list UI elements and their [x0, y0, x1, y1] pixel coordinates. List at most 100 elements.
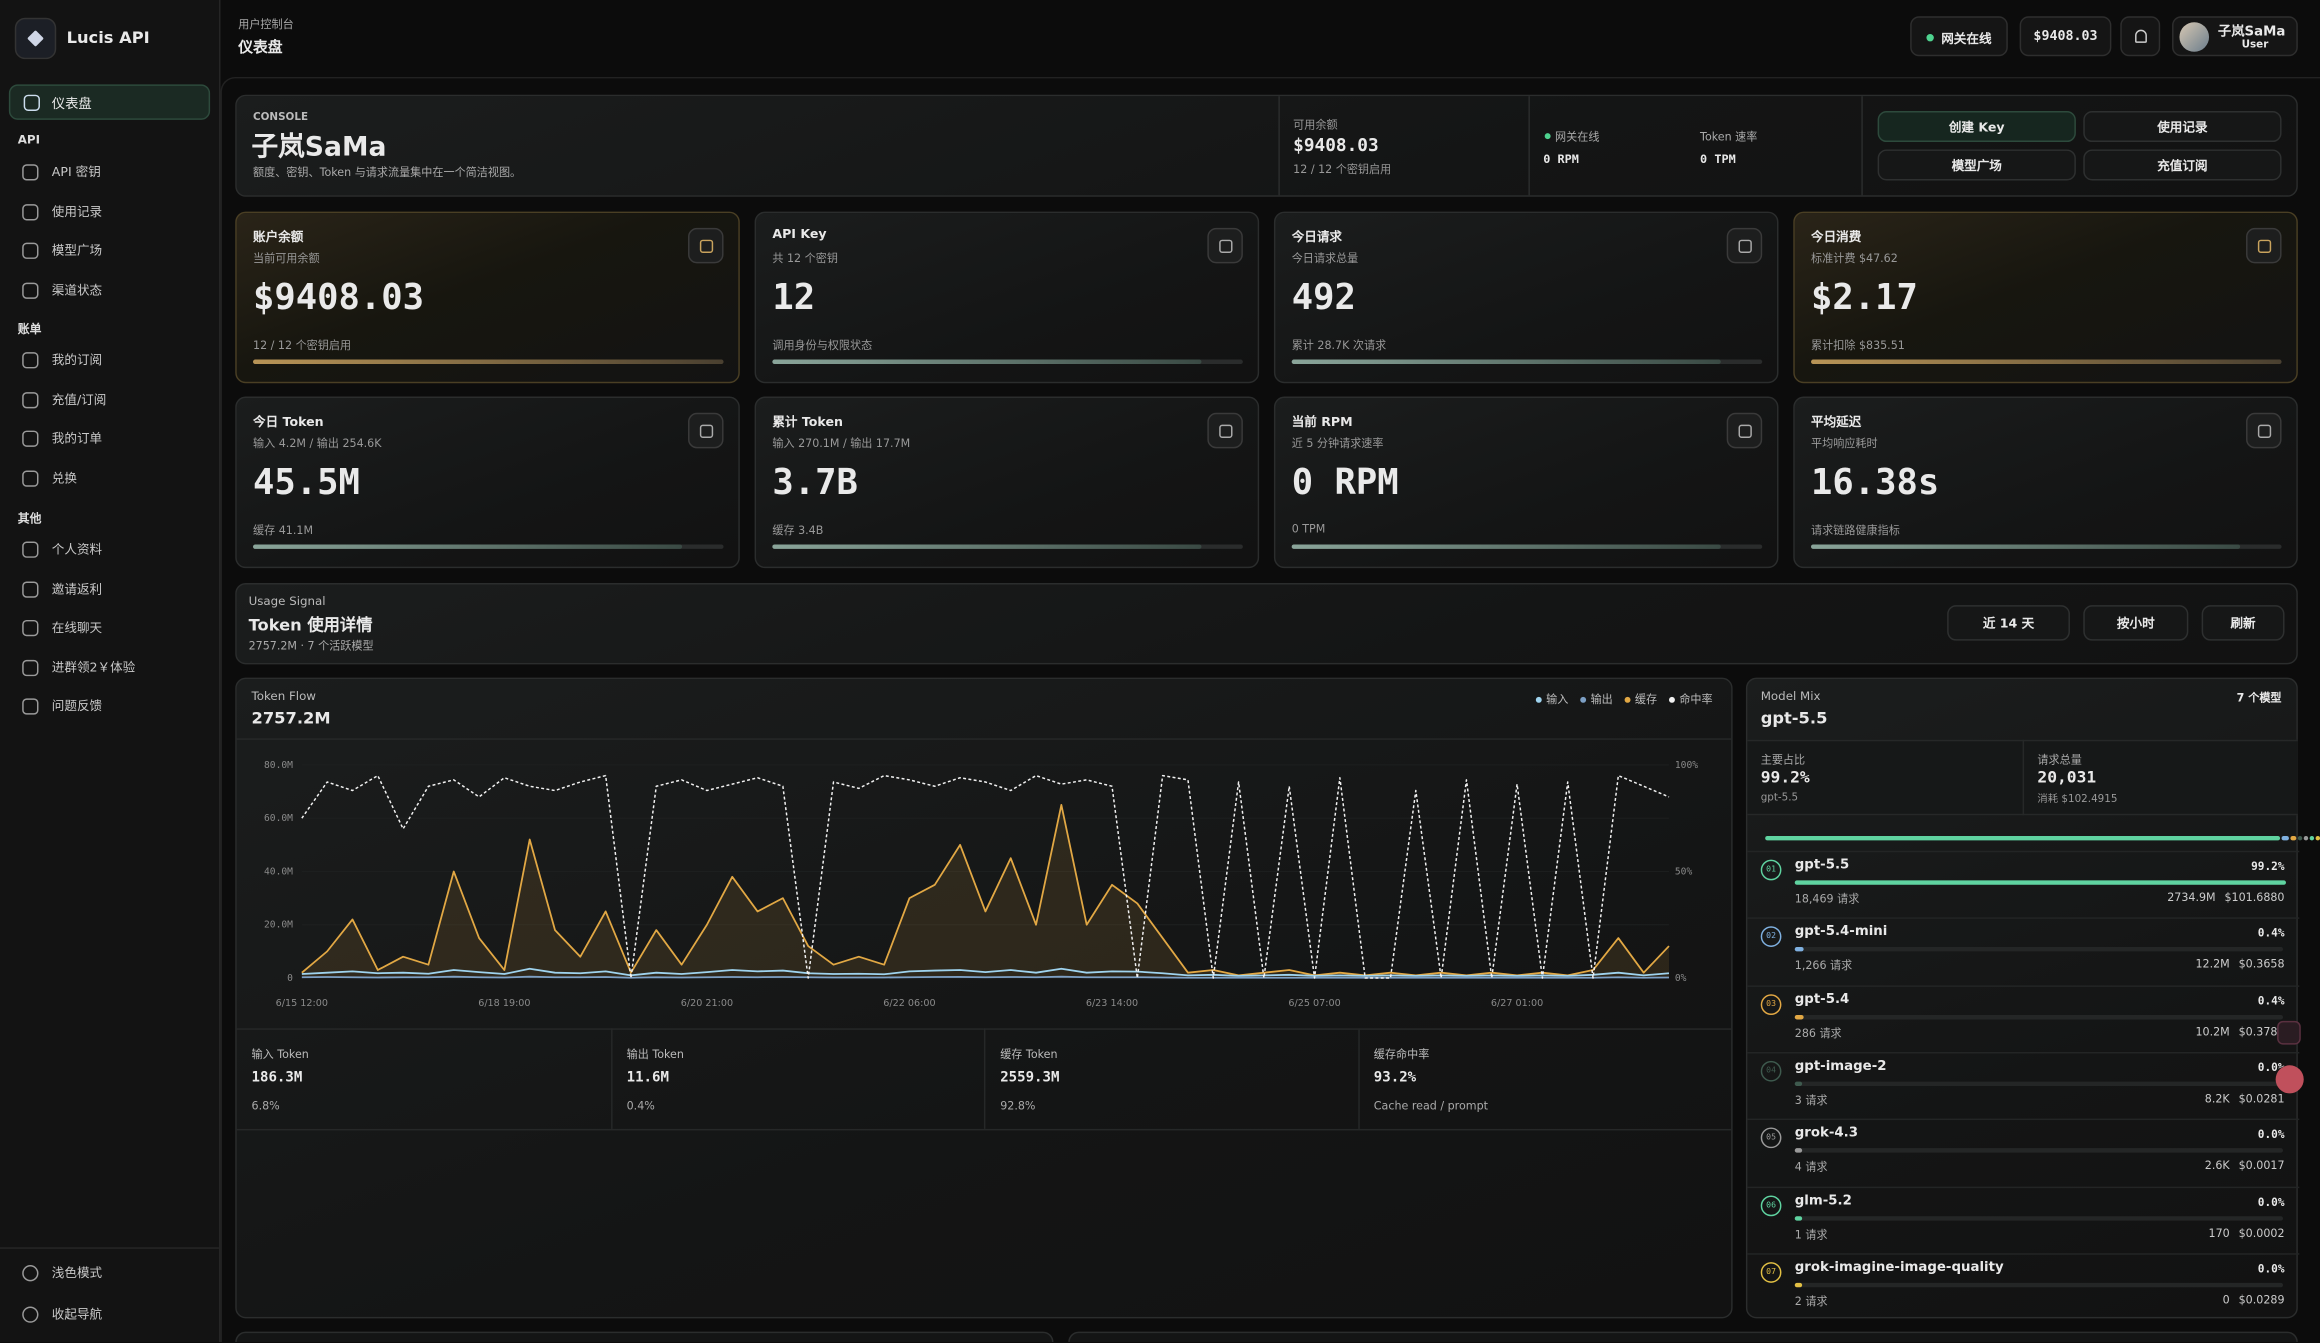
stat-card: 今日 Token 输入 4.2M / 输出 254.6K 45.5M 缓存 41.1M	[235, 396, 740, 569]
nav-item[interactable]: 我的订阅	[9, 345, 210, 378]
stat-icon	[1726, 227, 1763, 264]
stat-card: 当前 RPM 近 5 分钟请求速率 0 RPM 0 TPM	[1273, 396, 1779, 569]
action-button[interactable]: 创建 Key	[1877, 110, 2076, 143]
model-row[interactable]: 04 gpt-image-2 0.0% 3 请求 8.2K $0.0281	[1747, 1051, 2300, 1119]
nav-item[interactable]: 邀请返利	[9, 573, 210, 606]
nav-label: 收起导航	[51, 1307, 103, 1323]
model-tokens: 170	[2208, 1225, 2230, 1240]
floating-avatar[interactable]	[2275, 1065, 2304, 1094]
stat-title: 平均延迟	[1811, 415, 1862, 431]
series-line	[301, 774, 1670, 979]
nav-item[interactable]: 在线聊天	[9, 613, 210, 646]
stat-fill	[772, 544, 1202, 549]
action-button[interactable]: 模型广场	[1877, 149, 2076, 181]
summary-note: Cache read / prompt	[1373, 1099, 1488, 1113]
nav-item[interactable]: 兑换	[9, 462, 210, 495]
model-usage: 170 $0.0002	[2209, 1226, 2285, 1239]
model-tokens: 0	[2222, 1292, 2230, 1307]
divider	[1278, 96, 1280, 196]
nav-item[interactable]: 浅色模式	[9, 1258, 210, 1291]
y2-tick-label: 50%	[1675, 866, 1693, 877]
nav-item[interactable]: 个人资料	[9, 534, 210, 567]
balance-note: 12 / 12 个密钥启用	[1293, 162, 1392, 177]
legend-label: 输入	[1546, 692, 1569, 706]
mix-stat-label: 主要占比	[1760, 753, 1806, 767]
nav-item[interactable]: 模型广场	[9, 235, 210, 268]
model-row[interactable]: 07 grok-imagine-image-quality 0.0% 2 请求 0 $0.…	[1747, 1252, 2300, 1320]
range-control[interactable]: 刷新	[2201, 605, 2285, 641]
action-button[interactable]: 使用记录	[2083, 110, 2282, 143]
nav-item[interactable]: API 密钥	[9, 157, 210, 190]
floating-tool[interactable]	[2277, 1020, 2301, 1045]
nav-item[interactable]: 充值/订阅	[9, 384, 210, 417]
mix-stat: 请求总量 20,031 消耗 $102.4915	[2022, 739, 2298, 816]
x-tick-label: 6/22 06:00	[883, 998, 935, 1009]
model-rank: 02	[1760, 926, 1782, 948]
model-row[interactable]: 05 grok-4.3 0.0% 4 请求 2.6K $0.0017	[1747, 1118, 2300, 1186]
nav-item-active[interactable]: 仪表盘	[8, 84, 211, 120]
nav-item[interactable]: 我的订单	[9, 423, 210, 456]
summary-cell: 输出 Token 11.6M 0.4%	[610, 1028, 984, 1129]
usage-tag: Usage Signal	[248, 594, 326, 609]
nav-icon	[22, 469, 39, 487]
nav-icon	[23, 94, 40, 111]
summary-value: 186.3M	[251, 1069, 303, 1087]
nav-icon	[22, 352, 39, 369]
nav-item[interactable]: 进群领2￥体验	[9, 652, 210, 685]
stat-icon-glyph	[1219, 424, 1233, 438]
share-bar	[1794, 1215, 1803, 1220]
model-row[interactable]: 06 glm-5.2 0.0% 1 请求 170 $0.0002	[1747, 1185, 2300, 1253]
range-control[interactable]: 近 14 天	[1947, 605, 2070, 641]
action-button[interactable]: 充值订阅	[2083, 149, 2282, 181]
stat-value: 45.5M	[253, 461, 360, 504]
stat-title: API Key	[772, 227, 827, 243]
bell-button[interactable]	[2120, 16, 2161, 57]
nav-label: 浅色模式	[51, 1266, 103, 1282]
nav-item[interactable]: 问题反馈	[9, 691, 210, 724]
y2-tick-label: 100%	[1675, 760, 1698, 771]
model-row[interactable]: 03 gpt-5.4 0.4% 286 请求 10.2M $0.3780	[1747, 984, 2300, 1052]
model-cost: $0.0289	[2238, 1292, 2285, 1307]
range-control[interactable]: 按小时	[2083, 605, 2189, 641]
stat-icon-glyph	[699, 239, 714, 254]
stat-subtitle: 标准计费 $47.62	[1811, 251, 1898, 265]
user-pill[interactable]: 子岚SaMa User	[2172, 16, 2298, 57]
gateway-label: 网关在线	[1555, 130, 1600, 144]
share-track	[1794, 1148, 2284, 1153]
stat-note: 12 / 12 个密钥启用	[253, 338, 352, 353]
nav-label: 我的订单	[51, 432, 103, 447]
token-flow-chart: 0 20.0M 40.0M 60.0M 80.0M 0% 50% 100% 6/15 12:00…	[264, 760, 1698, 1009]
model-row[interactable]: 02 gpt-5.4-mini 0.4% 1,266 请求 12.2M $0.3658	[1747, 917, 2300, 985]
nav-icon	[22, 1305, 39, 1323]
share-bar	[1794, 947, 1805, 952]
stat-note: 缓存 41.1M	[253, 523, 314, 538]
model-row[interactable]: 01 gpt-5.5 99.2% 18,469 请求 2734.9M $101.6880	[1747, 850, 2300, 918]
stat-icon	[1207, 412, 1243, 449]
model-requests: 1,266 请求	[1794, 959, 1853, 973]
nav-item[interactable]: 渠道状态	[9, 274, 210, 307]
balance-pill[interactable]: $9408.03	[2019, 16, 2112, 57]
stat-fill	[253, 359, 724, 364]
nav-label: 使用记录	[51, 204, 103, 220]
status-pill[interactable]: 网关在线	[1910, 16, 2008, 57]
model-usage: 8.2K $0.0281	[2205, 1092, 2285, 1105]
nav-section: 其他	[17, 511, 42, 526]
legend-label: 缓存	[1634, 692, 1658, 706]
model-name: glm-5.2	[1794, 1193, 1852, 1209]
nav-label: 兑换	[51, 471, 77, 487]
summary-note: 0.4%	[626, 1099, 655, 1113]
avatar	[2179, 22, 2210, 52]
model-requests: 1 请求	[1794, 1227, 1828, 1241]
stat-icon	[1726, 412, 1763, 449]
nav-item[interactable]: 收起导航	[9, 1298, 210, 1331]
chart-card: Token Flow 2757.2M 输入 输出 缓存 命中率 0 20.0M 40.0M 60.…	[235, 677, 1733, 1319]
stat-card: 累计 Token 输入 270.1M / 输出 17.7M 3.7B 缓存 3.4B	[754, 396, 1260, 569]
share-track	[1794, 1215, 2284, 1220]
mix-stat-value: 99.2%	[1760, 767, 1810, 788]
model-rank: 04	[1760, 1060, 1782, 1082]
model-share: 0.4%	[2257, 993, 2285, 1008]
nav-item[interactable]: 使用记录	[9, 196, 210, 229]
stat-card: 今日请求 今日请求总量 492 累计 28.7K 次请求	[1273, 211, 1779, 384]
model-share: 99.2%	[2251, 859, 2285, 873]
stat-title: 今日请求	[1291, 230, 1343, 246]
